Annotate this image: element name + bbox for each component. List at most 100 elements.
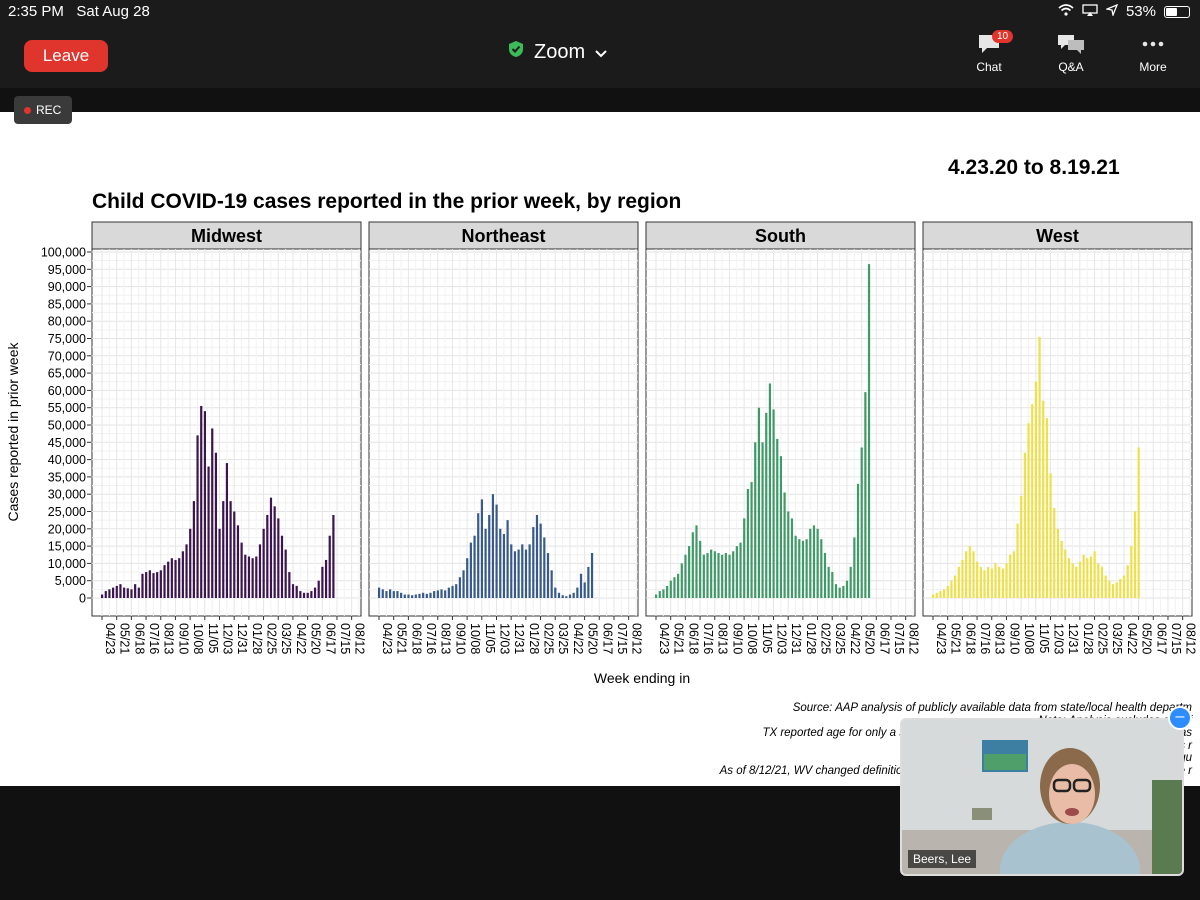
bar [510,544,513,598]
bar [328,535,331,598]
bar [772,409,775,598]
meeting-toolbar: Leave Zoom 10 Chat Q&A More [0,26,1200,88]
qa-button[interactable]: Q&A [1036,32,1106,74]
bar [790,518,794,598]
bar [673,577,676,598]
chat-label: Chat [976,60,1002,74]
x-tick-label: 08/13 [439,623,453,654]
bar [233,511,236,598]
bar [987,566,990,598]
bar [535,514,539,598]
bar [1042,400,1045,598]
more-icon [1118,32,1188,56]
bar [1049,473,1052,598]
more-button[interactable]: More [1118,32,1188,74]
bar [425,593,428,598]
bar [684,554,687,598]
meeting-title[interactable]: Zoom [508,40,607,64]
y-tick-label: 90,000 [48,280,86,294]
bar [838,587,841,598]
y-tick-label: 60,000 [48,384,86,398]
chart-title: Child COVID-19 cases reported in the pri… [92,190,682,213]
x-tick-label: 02/25 [819,623,833,654]
recording-indicator[interactable]: REC [14,96,72,124]
bar [1020,495,1023,598]
bar [794,535,797,598]
bar [827,566,830,598]
bar [462,570,465,598]
bar [429,592,432,598]
bar [262,528,265,598]
bar [218,528,221,598]
x-tick-label: 08/12 [353,623,367,654]
bar [466,558,469,598]
facet-label: West [1036,226,1079,246]
x-tick-label: 03/25 [833,623,847,654]
bar [251,558,254,598]
bar [820,539,823,598]
bar [306,592,309,598]
x-tick-label: 12/31 [1066,623,1080,654]
y-tick-label: 25,000 [48,505,86,519]
x-tick-label: 12/03 [774,623,788,654]
bar [273,506,276,598]
bar [805,539,808,598]
bar [710,549,713,598]
x-tick-label: 01/28 [804,623,818,654]
bar [1031,404,1034,598]
x-tick-label: 10/08 [468,623,482,654]
bar [108,589,111,598]
bar [691,532,694,598]
bar [864,392,867,598]
bar [765,412,768,598]
x-tick-label: 05/21 [672,623,686,654]
bar [203,411,206,598]
bar [801,540,805,598]
x-tick-label: 06/17 [323,623,337,654]
bar [152,573,155,598]
bar [1126,565,1129,598]
bar [1133,511,1137,598]
status-time-date: 2:35 PM Sat Aug 28 [8,3,150,20]
bar [310,591,313,598]
bar [488,514,491,598]
bar [101,594,104,598]
bar [167,561,170,598]
shield-check-icon [508,40,524,64]
bar [561,595,564,598]
bar [302,592,306,598]
bar [528,544,531,598]
bar [699,540,702,598]
facet-strip [368,221,639,250]
bar [181,551,184,598]
bar [1071,563,1074,598]
y-axis-title: Cases reported in prior week [5,342,21,522]
facet-strip [922,221,1193,250]
chat-button[interactable]: 10 Chat [954,30,1024,74]
y-tick-label: 20,000 [48,522,86,536]
bar [418,593,421,598]
bar [721,554,724,598]
x-tick-label: 10/08 [191,623,205,654]
bar [145,572,148,598]
y-tick-label: 70,000 [48,349,86,363]
leave-button[interactable]: Leave [24,40,108,72]
x-tick-label: 04/23 [657,623,671,654]
participant-video[interactable]: Beers, Lee [900,718,1184,876]
bar [834,584,838,598]
bar [1078,561,1082,598]
bar [440,589,443,598]
x-tick-label: 06/17 [1154,623,1168,654]
facet-label: Midwest [191,226,262,246]
bar [324,559,328,598]
bar [447,587,450,598]
minimize-video-button[interactable]: – [1168,706,1192,730]
bar [211,428,214,598]
bar [728,554,731,598]
bar [998,566,1001,598]
x-tick-label: 10/08 [1022,623,1036,654]
x-tick-label: 06/17 [600,623,614,654]
bar [491,494,495,598]
bar [724,553,727,598]
x-tick-label: 12/03 [220,623,234,654]
